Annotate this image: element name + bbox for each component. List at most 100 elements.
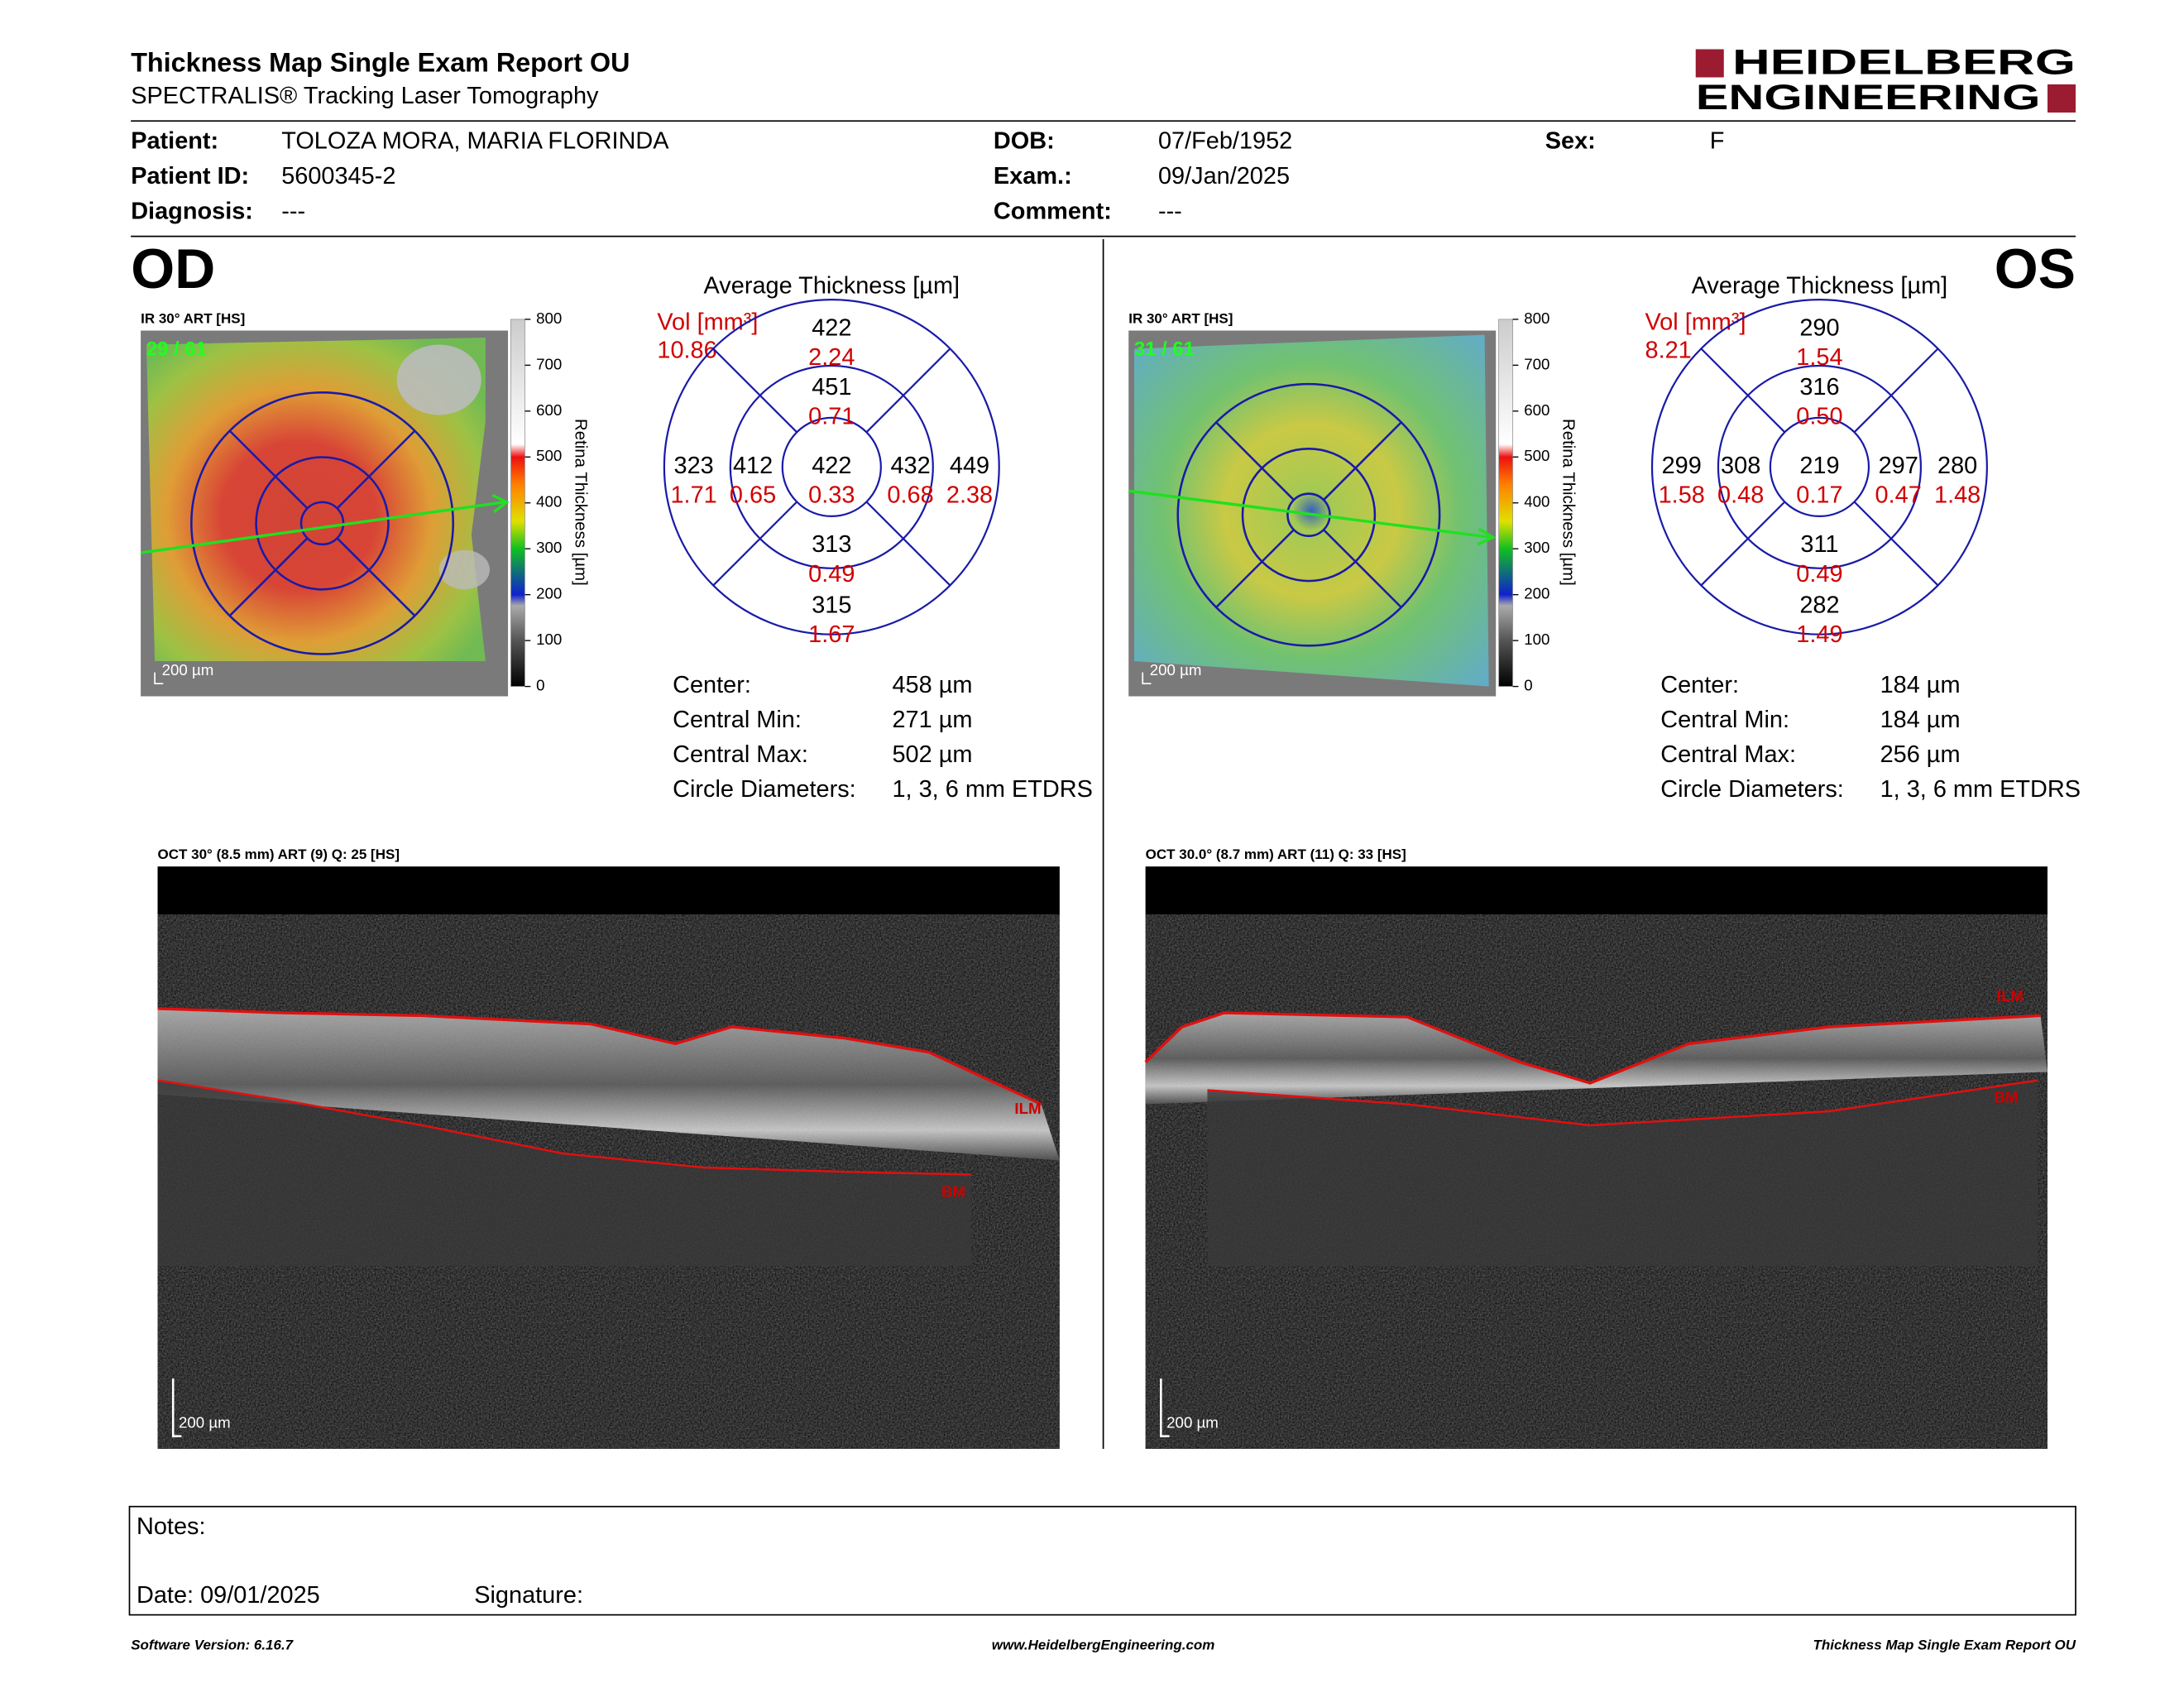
field-label: Sex: xyxy=(1545,127,1596,154)
notes-label: Notes: xyxy=(136,1513,206,1540)
sector-volume: 1.71 xyxy=(670,482,716,509)
colorbar-tick-label: 500 xyxy=(1524,447,1549,464)
sector-thickness: 451 xyxy=(812,374,851,400)
map-scale-bar xyxy=(154,672,164,685)
eye-label: OS xyxy=(1995,237,2076,300)
map-blank xyxy=(438,549,490,590)
logo-text: ENGINEERING xyxy=(1696,79,2041,117)
field-label: Patient: xyxy=(131,127,218,154)
field-label: Comment: xyxy=(994,198,1112,224)
oct-choroid xyxy=(1207,1080,2038,1266)
etdrs-circle xyxy=(729,364,934,569)
map-scale: 200 µm xyxy=(162,661,214,679)
sector-volume: 0.50 xyxy=(1796,404,1842,430)
colorbar-title: Retina Thickness [µm] xyxy=(571,419,589,586)
logo-text: HEIDELBERG xyxy=(1732,43,2076,82)
etdrs-spoke xyxy=(1700,501,1786,587)
frame-counter: 29 / 61 xyxy=(146,338,207,361)
colorbar-tick-label: 0 xyxy=(536,677,544,694)
colorbar-tick-label: 200 xyxy=(1524,585,1549,602)
bm-line xyxy=(157,1079,971,1176)
sector-volume: 2.38 xyxy=(946,482,993,509)
colorbar-tick-label: 800 xyxy=(1524,309,1549,327)
field-value: --- xyxy=(1158,198,1182,224)
oct-label: OCT 30° (8.5 mm) ART (9) Q: 25 [HS] xyxy=(158,846,400,862)
ilm-line xyxy=(1144,1011,2041,1085)
sector-thickness: 280 xyxy=(1937,453,1977,479)
sector-volume: 0.68 xyxy=(887,482,933,509)
stat-label: Central Max: xyxy=(1660,741,1796,768)
stat-value: 184 µm xyxy=(1880,672,1961,698)
field-label: Patient ID: xyxy=(131,163,249,189)
colorbar-tick-label: 100 xyxy=(536,631,562,648)
colorbar xyxy=(510,319,525,688)
map-grid-spoke xyxy=(1215,529,1295,608)
colorbar-tick-label: 200 xyxy=(536,585,562,602)
frame-counter: 31 / 61 xyxy=(1134,338,1195,361)
scan-arrow xyxy=(140,493,510,554)
ilm-label: ILM xyxy=(1014,1100,1041,1117)
stat-value: 502 µm xyxy=(892,741,972,768)
colorbar-tick-label: 100 xyxy=(1524,631,1549,648)
stat-value: 458 µm xyxy=(892,672,972,698)
bm-line xyxy=(1207,1079,2038,1127)
colorbar-tick-label: 300 xyxy=(536,539,562,556)
logo-square xyxy=(2048,84,2076,113)
eye-label: OD xyxy=(131,237,215,300)
etdrs-spoke xyxy=(865,348,951,434)
ilm-line xyxy=(157,1007,1042,1106)
field-label: Diagnosis: xyxy=(131,198,253,224)
notes-signature: Signature: xyxy=(474,1582,583,1609)
map-grid-spoke xyxy=(228,429,309,510)
sector-thickness: 311 xyxy=(1800,531,1838,558)
map-grid-spoke xyxy=(336,429,416,510)
colorbar-tick-label: 700 xyxy=(1524,355,1549,372)
colorbar-tick-label: 0 xyxy=(1524,677,1532,694)
etdrs-circle xyxy=(663,298,1000,635)
stat-label: Central Max: xyxy=(673,741,808,768)
etdrs-spoke xyxy=(1853,348,1939,434)
etdrs-spoke xyxy=(712,501,797,587)
sector-volume: 0.47 xyxy=(1875,482,1922,509)
field-label: Exam.: xyxy=(994,163,1072,189)
field-value: 09/Jan/2025 xyxy=(1158,163,1290,189)
sector-volume: 0.71 xyxy=(808,404,855,430)
sector-thickness: 297 xyxy=(1879,453,1918,479)
stat-label: Center: xyxy=(673,672,751,698)
stat-value: 1, 3, 6 mm ETDRS xyxy=(892,776,1092,803)
field-value: F xyxy=(1710,127,1725,154)
map-grid-spoke xyxy=(1215,421,1295,501)
etdrs-circle xyxy=(1650,298,1988,635)
field-value: TOLOZA MORA, MARIA FLORINDA xyxy=(281,127,669,154)
field-label: DOB: xyxy=(994,127,1055,154)
etdrs-circle xyxy=(1769,416,1870,518)
sector-volume: 0.49 xyxy=(1796,561,1842,587)
colorbar-tick-label: 400 xyxy=(1524,493,1549,511)
oct-label: OCT 30.0° (8.7 mm) ART (11) Q: 33 [HS] xyxy=(1146,846,1406,862)
sector-thickness: 308 xyxy=(1721,453,1760,479)
oct-choroid xyxy=(157,1080,971,1266)
sector-volume: 1.58 xyxy=(1659,482,1705,509)
map-grid-circle xyxy=(1241,448,1377,583)
notes-date: Date: 09/01/2025 xyxy=(136,1582,320,1609)
oct-scale-bar xyxy=(171,1379,182,1437)
scan-arrow xyxy=(1128,489,1497,546)
field-value: 5600345-2 xyxy=(281,163,395,189)
oct-retina xyxy=(157,1008,1060,1161)
etdrs-spoke xyxy=(1853,501,1939,587)
sector-thickness: 323 xyxy=(673,453,713,479)
sector-thickness: 449 xyxy=(950,453,989,479)
etdrs-spoke xyxy=(1700,348,1786,434)
oct-scale: 200 µm xyxy=(1166,1413,1219,1431)
stat-label: Circle Diameters: xyxy=(673,776,856,803)
sector-volume: 0.17 xyxy=(1796,482,1842,509)
sector-thickness: 313 xyxy=(812,531,851,558)
sector-volume: 1.49 xyxy=(1796,621,1842,648)
sector-volume: 0.48 xyxy=(1717,482,1764,509)
sector-volume: 2.24 xyxy=(808,344,855,371)
map-grid-circle xyxy=(190,391,455,655)
vol-label: Vol [mm³] xyxy=(657,309,758,336)
map-blank xyxy=(396,344,481,415)
colorbar-tick-label: 500 xyxy=(536,447,562,464)
